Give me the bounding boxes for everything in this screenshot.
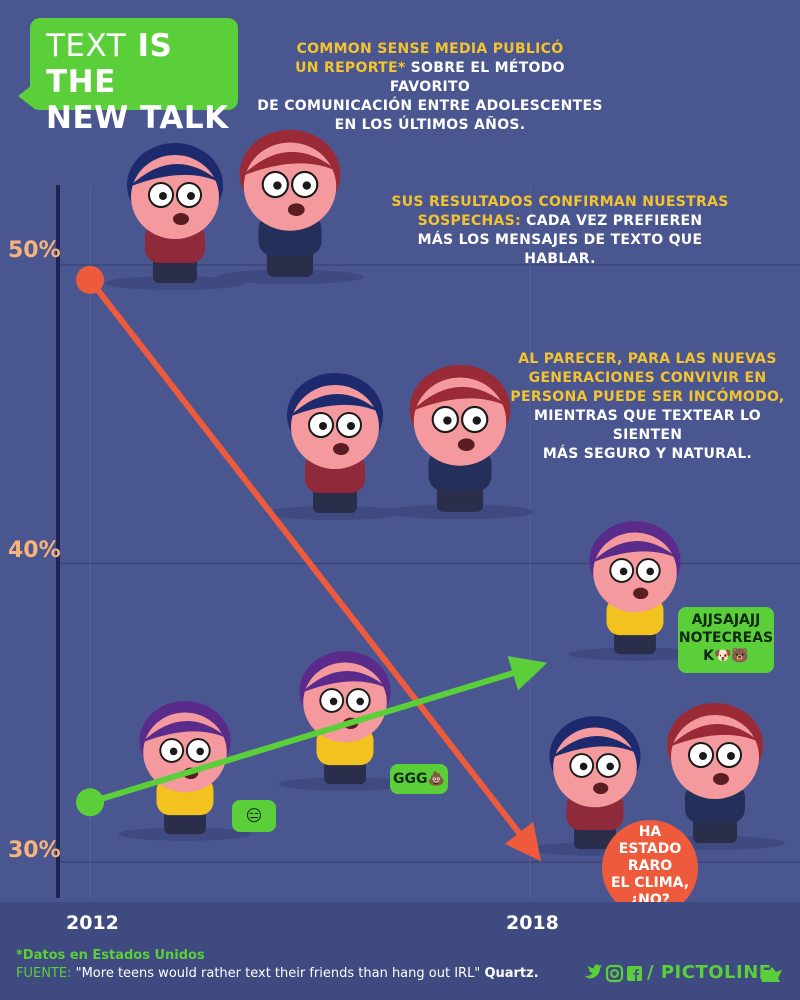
character-girl-3-mouth	[593, 782, 609, 794]
character-boy-2-pupil-right	[472, 416, 481, 425]
character-texter-1-pupil-left	[169, 747, 178, 756]
title-bubble-tail	[18, 82, 36, 110]
series-1-point-start	[76, 788, 104, 817]
character-boy-3-bangs	[669, 723, 761, 747]
intro-3-line-1: AL PARECER, PARA LAS NUEVAS	[518, 351, 777, 367]
intro-3-line-3: PERSONA PUEDE SER INCÓMODO,	[510, 389, 785, 405]
bubble-ajj-line-3: K🐶🐻	[703, 648, 749, 664]
x-tick-label-2012: 2012	[66, 912, 119, 934]
bubble-ajj-line-2: NOTECREAS	[678, 630, 774, 646]
source-label: FUENTE:	[16, 966, 72, 981]
character-texter-2-bangs	[301, 671, 389, 693]
brand-name: / PICTOLINE	[647, 962, 772, 983]
intro-1-line-3: DE COMUNICACIÓN ENTRE ADOLESCENTES	[257, 98, 603, 114]
bubble-weather-line-3: RARO	[627, 858, 673, 874]
character-girl-2-bangs	[289, 393, 381, 417]
character-girl-2-pupil-left	[319, 422, 327, 430]
bubble-weather-line-1: HA	[638, 824, 662, 840]
character-boy-2-pupil-left	[443, 416, 452, 425]
title-bubble: TEXT IS THE NEW TALK	[18, 18, 238, 136]
intro-2-line-2-highlight: SOSPECHAS:	[417, 213, 521, 229]
character-boy-1	[216, 129, 364, 285]
title-part-3: NEW TALK	[46, 100, 229, 136]
intro-paragraph-3: AL PARECER, PARA LAS NUEVAS GENERACIONES…	[505, 350, 790, 464]
twitter-icon[interactable]	[584, 964, 602, 979]
instagram-icon[interactable]	[605, 964, 624, 983]
character-girl-3-pupil-right	[606, 762, 614, 771]
character-girl-1-pupil-left	[159, 192, 167, 200]
character-texter-3-bangs	[591, 541, 679, 563]
character-boy-2-mouth	[457, 438, 475, 452]
character-boy-2	[386, 364, 534, 520]
character-texter-2-pupil-right	[356, 697, 365, 706]
bubble-ggg-text: GGG💩	[393, 771, 445, 787]
title-part-2: IS THE	[46, 28, 173, 100]
series-0-point-start	[76, 265, 104, 294]
character-texter-3-pupil-left	[619, 567, 628, 576]
source-publication: Quartz.	[484, 966, 539, 981]
character-texter-3-mouth	[633, 587, 649, 599]
character-girl-3-bangs	[551, 736, 639, 758]
facebook-icon[interactable]	[627, 966, 642, 981]
character-girl-2-mouth	[333, 443, 349, 455]
source-line: FUENTE: "More teens would rather text th…	[16, 966, 539, 981]
character-texter-1-pupil-right	[196, 747, 204, 756]
intro-1-line-4: EN LOS ÚLTIMOS AÑOS.	[334, 117, 526, 133]
y-tick-label-40: 40%	[8, 538, 61, 563]
intro-2-line-1: SUS RESULTADOS CONFIRMAN NUESTRAS	[391, 194, 729, 210]
intro-3-line-4: MIENTRAS QUE TEXTEAR LO SIENTEN	[534, 408, 761, 443]
character-texter-2-pupil-left	[329, 697, 338, 706]
character-girl-3	[528, 716, 662, 856]
y-tick-label-50: 50%	[8, 238, 61, 263]
bubble-emoji-text: 😑	[245, 806, 263, 825]
character-boy-1-pupil-right	[302, 181, 311, 190]
intro-2-line-2-rest: CADA VEZ PREFIEREN	[526, 213, 703, 229]
series-1-line	[87, 656, 548, 806]
character-texter-3-pupil-right	[646, 567, 654, 576]
character-girl-2	[265, 373, 405, 520]
y-tick-label-30: 30%	[8, 838, 61, 863]
series-0-line	[87, 276, 542, 862]
intro-2-line-3: MÁS LOS MENSAJES DE TEXTO QUE HABLAR.	[417, 232, 703, 267]
speech-bubble-ajj: AJJSAJAJJ NOTECREAS K🐶🐻	[678, 607, 774, 673]
title-part-1: TEXT	[46, 28, 127, 64]
social-icons	[584, 964, 642, 983]
source-quote: "More teens would rather text their frie…	[75, 966, 481, 981]
page-title: TEXT IS THE NEW TALK	[46, 28, 238, 136]
bubble-weather-line-2: ESTADO	[618, 841, 682, 857]
character-girl-3-pupil-left	[579, 762, 588, 771]
x-tick-label-2018: 2018	[506, 912, 559, 934]
character-boy-1-bangs	[241, 151, 339, 177]
bubble-ajj-line-1: AJJSAJAJJ	[691, 612, 761, 628]
character-boy-1-pupil-left	[273, 181, 282, 190]
intro-paragraph-1: COMMON SENSE MEDIA PUBLICÓ UN REPORTE* S…	[255, 40, 605, 135]
intro-3-line-2: GENERACIONES CONVIVIR EN	[528, 370, 767, 386]
footer-bar	[0, 902, 800, 1000]
character-boy-1-mouth	[287, 203, 305, 216]
character-texter-1-bangs	[141, 721, 229, 743]
footnote-data: *Datos en Estados Unidos	[16, 948, 205, 963]
intro-1-line-1: COMMON SENSE MEDIA PUBLICÓ	[296, 41, 564, 57]
intro-1-line-2-highlight: UN REPORTE*	[295, 60, 406, 76]
character-girl-1	[105, 143, 245, 290]
character-boy-3-mouth	[713, 773, 729, 785]
character-girl-1-mouth	[173, 213, 189, 225]
character-texter-3	[568, 521, 702, 661]
character-girl-2-pupil-right	[347, 422, 355, 430]
character-boy-3-pupil-left	[699, 752, 707, 760]
intro-1-line-2-rest: SOBRE EL MÉTODO FAVORITO	[389, 60, 565, 95]
speech-bubble-ggg: GGG💩	[390, 764, 448, 794]
character-boy-3-pupil-right	[727, 752, 735, 760]
character-boy-2-bangs	[411, 386, 509, 412]
speech-bubble-emoji: 😑	[232, 800, 276, 832]
bubble-weather-line-4: EL CLIMA,	[610, 875, 690, 891]
pictoline-logo-icon	[760, 967, 782, 982]
intro-paragraph-2: SUS RESULTADOS CONFIRMAN NUESTRAS SOSPEC…	[390, 193, 730, 269]
character-girl-1-pupil-right	[187, 192, 195, 200]
intro-3-line-5: MÁS SEGURO Y NATURAL.	[542, 446, 753, 462]
character-girl-1-bangs	[129, 163, 221, 187]
